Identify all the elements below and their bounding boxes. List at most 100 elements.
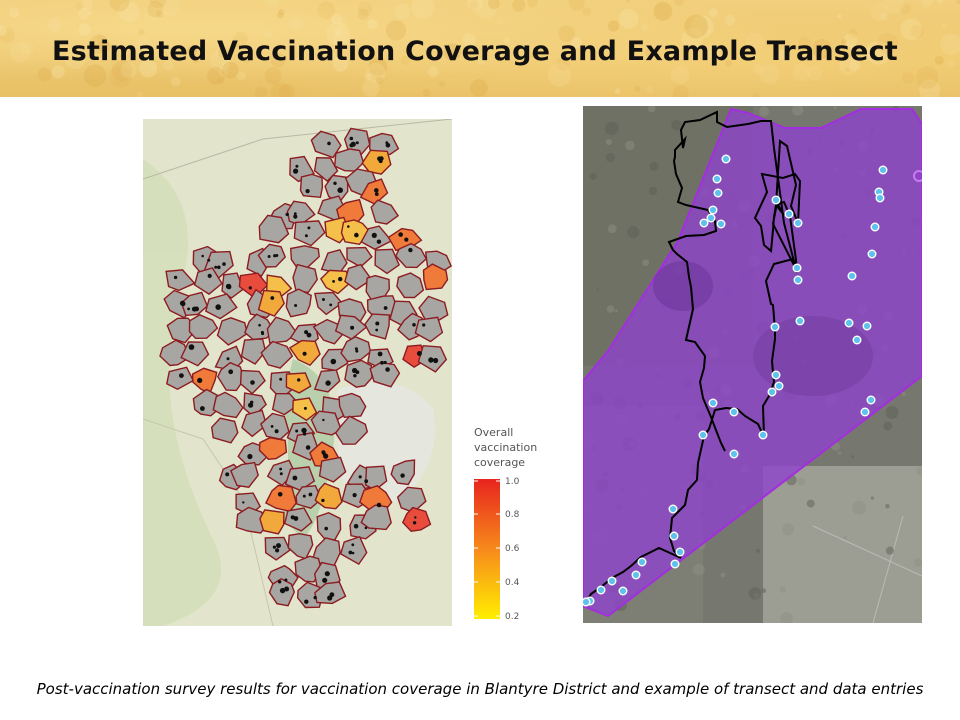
banner-texture-spot xyxy=(109,0,130,12)
banner-texture-spot xyxy=(64,48,86,69)
transect-data-point xyxy=(847,271,857,281)
survey-dot xyxy=(279,472,283,476)
transect-data-point xyxy=(618,586,628,596)
survey-dot xyxy=(321,498,325,503)
transect-data-points xyxy=(583,154,888,607)
coverage-polygon xyxy=(360,504,392,531)
transect-data-point xyxy=(699,218,709,228)
banner-texture-spot xyxy=(934,55,944,65)
satellite-texture-spot xyxy=(614,309,618,313)
survey-dot xyxy=(330,358,337,365)
satellite-texture-spot xyxy=(834,106,837,110)
banner-texture-spot xyxy=(568,0,585,11)
area-vertex-marker xyxy=(913,170,922,182)
coverage-polygon xyxy=(422,263,449,291)
survey-dot xyxy=(347,225,350,228)
coverage-polygon xyxy=(334,415,369,445)
banner-texture-spot xyxy=(375,76,384,85)
coverage-polygon xyxy=(210,417,239,444)
legend-tick-label-1.0: 1.0 xyxy=(505,477,520,487)
survey-dot xyxy=(207,273,212,278)
survey-dot xyxy=(353,523,359,529)
banner-texture-spot xyxy=(324,50,336,62)
survey-dot xyxy=(322,577,328,583)
survey-dot xyxy=(353,374,357,378)
satellite-texture-spot xyxy=(883,421,893,431)
survey-dot xyxy=(322,298,325,301)
banner-texture-spot xyxy=(333,30,351,48)
survey-dot xyxy=(412,521,417,525)
survey-dot xyxy=(292,475,298,481)
survey-dot xyxy=(428,357,434,363)
survey-dot xyxy=(242,501,245,504)
transect-data-point xyxy=(774,381,784,391)
banner-texture-spot xyxy=(556,57,570,71)
banner-texture-spot xyxy=(289,16,304,31)
survey-dot xyxy=(179,300,186,306)
banner-texture-spot xyxy=(109,65,132,88)
satellite-texture-spot xyxy=(720,572,726,578)
survey-dot xyxy=(325,380,331,386)
banner-texture-spot xyxy=(163,60,174,71)
banner-texture-spot xyxy=(919,79,941,97)
survey-dot xyxy=(338,276,343,282)
banner-texture-spot xyxy=(216,76,225,85)
banner-texture-spot xyxy=(120,62,137,79)
coverage-polygon xyxy=(221,272,245,299)
legend-tick-label-0.8: 0.8 xyxy=(505,510,520,520)
banner-texture-spot xyxy=(839,56,858,76)
survey-dot xyxy=(227,285,232,290)
transect-data-point xyxy=(770,322,780,332)
banner-texture-spot xyxy=(222,61,230,69)
banner-texture-spot xyxy=(843,33,858,48)
coverage-polygon xyxy=(260,340,294,369)
coverage-polygon xyxy=(258,436,288,461)
survey-dot xyxy=(228,369,234,375)
transect-data-point xyxy=(771,195,781,205)
banner-texture-spot xyxy=(37,67,52,82)
survey-dot xyxy=(321,450,326,455)
survey-dot xyxy=(293,212,297,216)
vaccination-coverage-map xyxy=(143,119,452,626)
banner-texture-spot xyxy=(837,14,842,19)
survey-dot xyxy=(332,280,335,283)
banner-texture-spot xyxy=(264,67,282,85)
banner-texture-spot xyxy=(233,31,248,47)
coverage-polygon xyxy=(369,361,401,388)
legend-tick-label-0.2: 0.2 xyxy=(505,612,519,621)
satellite-texture-spot xyxy=(607,224,617,234)
transect-data-point xyxy=(875,193,885,203)
satellite-texture-spot xyxy=(837,451,842,455)
banner-texture-spot xyxy=(111,60,133,82)
coverage-polygon xyxy=(166,366,195,390)
survey-dot xyxy=(302,432,307,436)
banner-texture-spot xyxy=(137,91,143,97)
banner-texture-spot xyxy=(798,37,812,51)
survey-dot xyxy=(188,344,195,350)
darker-shading xyxy=(653,261,873,396)
survey-dot xyxy=(295,164,299,168)
banner-texture-spot xyxy=(157,0,181,17)
survey-dot xyxy=(247,453,253,460)
banner-texture-spot xyxy=(884,0,905,14)
banner-texture-spot xyxy=(626,0,631,3)
slide-caption: Post-vaccination survey results for vacc… xyxy=(36,680,924,698)
survey-dot xyxy=(350,325,355,330)
transect-data-point xyxy=(721,154,731,164)
banner-texture-spot xyxy=(674,0,684,6)
banner-texture-spot xyxy=(209,50,232,72)
coverage-polygon xyxy=(241,409,268,438)
banner-texture-spot xyxy=(941,23,947,29)
banner-texture-spot xyxy=(618,8,639,29)
banner-texture-spot xyxy=(147,1,163,18)
transect-data-point xyxy=(583,597,591,607)
banner-texture-spot xyxy=(47,17,62,32)
banner-texture-spot xyxy=(9,41,31,63)
banner-texture-spot xyxy=(759,64,780,85)
survey-dot xyxy=(352,493,357,498)
banner-texture-spot xyxy=(902,71,915,84)
banner-texture-spot xyxy=(475,0,497,19)
banner-texture-spot xyxy=(0,25,7,36)
survey-dot xyxy=(385,367,390,372)
survey-dot xyxy=(412,323,416,327)
